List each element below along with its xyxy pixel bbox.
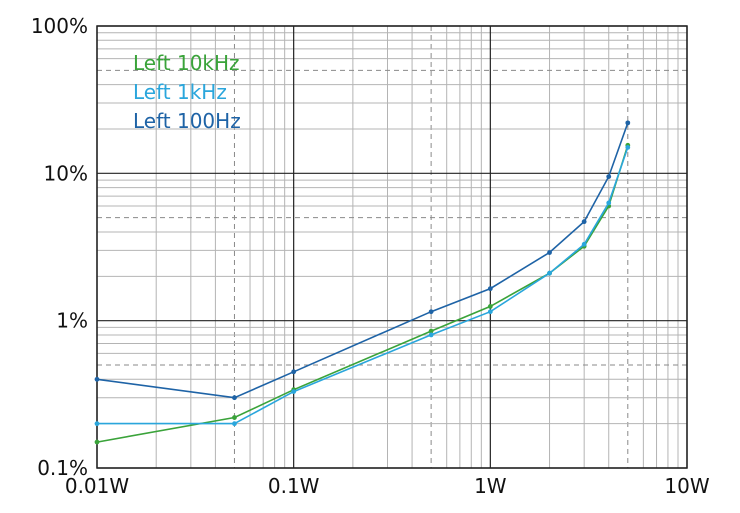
legend-entry: Left 100Hz: [133, 109, 241, 133]
data-point: [581, 241, 587, 247]
data-point: [94, 376, 100, 382]
data-point: [606, 174, 612, 180]
y-tick-label: 1%: [56, 309, 88, 333]
x-tick-label: 1W: [474, 474, 507, 498]
data-point: [232, 415, 237, 420]
legend: Left 10kHz Left 1kHz Left 100Hz: [133, 51, 241, 133]
legend-entry: Left 10kHz: [133, 51, 240, 75]
data-point: [547, 270, 552, 276]
y-tick-label: 100%: [31, 14, 88, 38]
plot-frame: [96, 25, 688, 469]
data-point: [625, 120, 631, 126]
x-tick-label: 0.01W: [65, 474, 130, 498]
legend-entry: Left 1kHz: [133, 80, 227, 104]
data-point: [487, 309, 493, 315]
data-point: [581, 219, 587, 225]
data-point: [428, 332, 434, 338]
data-point: [94, 421, 100, 427]
data-point: [428, 328, 434, 334]
data-point: [487, 303, 493, 309]
tick-labels: 0.01W 0.1W 1W 10W 0.1% 1% 10% 100%: [31, 14, 710, 498]
y-tick-label: 10%: [44, 161, 88, 185]
data-point: [606, 200, 612, 206]
data-point: [291, 369, 297, 375]
data-point: [428, 309, 434, 315]
data-point: [547, 250, 552, 255]
series-3: [94, 120, 631, 401]
x-tick-label: 0.1W: [268, 474, 320, 498]
data-point: [291, 389, 297, 395]
data-point: [487, 286, 493, 292]
series-2: [94, 144, 631, 427]
data-point: [625, 144, 631, 150]
y-tick-label: 0.1%: [37, 456, 88, 480]
series-layer: [94, 120, 631, 445]
data-point: [232, 421, 237, 427]
data-point: [94, 439, 100, 445]
grid: [96, 25, 688, 469]
x-tick-label: 10W: [664, 474, 709, 498]
data-point: [232, 395, 237, 401]
